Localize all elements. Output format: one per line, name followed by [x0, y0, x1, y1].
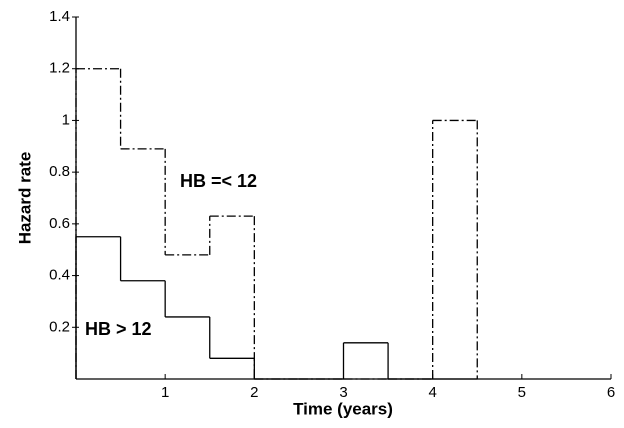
y-tick-label: 0.4 — [49, 267, 70, 284]
y-tick-label: 0.6 — [49, 215, 70, 232]
x-tick-label: 5 — [518, 384, 526, 401]
x-tick-label: 3 — [339, 384, 347, 401]
y-axis-title: Hazard rate — [15, 152, 34, 245]
y-tick-label: 0.8 — [49, 163, 70, 180]
x-tick-label: 1 — [161, 384, 169, 401]
y-tick-label: 1 — [62, 111, 70, 128]
y-tick-label: 0.2 — [49, 318, 70, 335]
x-axis-title: Time (years) — [293, 399, 393, 418]
y-tick-label: 1.2 — [49, 60, 70, 77]
x-tick-label: 4 — [428, 384, 436, 401]
series-label: HB =< 12 — [180, 171, 257, 191]
x-tick-label: 6 — [607, 384, 615, 401]
series-label: HB > 12 — [85, 319, 152, 339]
y-tick-label: 1.4 — [49, 8, 70, 25]
x-tick-label: 2 — [250, 384, 258, 401]
